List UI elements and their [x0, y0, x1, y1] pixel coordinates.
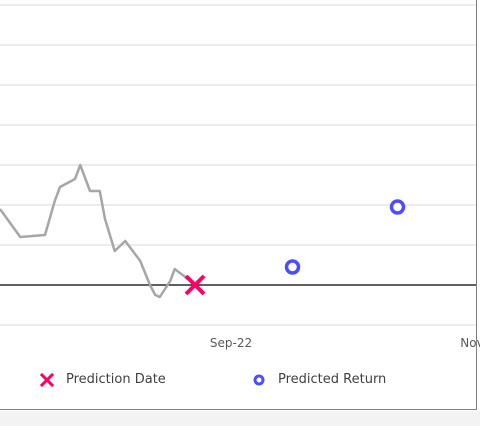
- marker-layer: [184, 199, 406, 296]
- series-layer: [0, 163, 196, 299]
- legend: Prediction Date Predicted Return: [0, 372, 480, 392]
- predicted-return-point: [389, 199, 406, 215]
- x-tick-label: Nov: [460, 336, 480, 350]
- gridlines: [0, 4, 476, 326]
- legend-label-prediction-date: Prediction Date: [66, 372, 166, 387]
- x-tick-labels: Sep-22 Nov: [210, 336, 480, 350]
- x-marker-icon: [40, 372, 54, 387]
- bottom-strip: [0, 411, 480, 426]
- legend-item-predicted-return: Predicted Return: [252, 372, 386, 387]
- price-series-line: [0, 163, 196, 299]
- legend-label-predicted-return: Predicted Return: [278, 372, 387, 387]
- x-tick-label: Sep-22: [210, 336, 252, 350]
- line-chart: Sep-22 Nov: [0, 4, 480, 350]
- predicted-return-point: [284, 259, 301, 275]
- prediction-date-marker: [184, 274, 206, 296]
- legend-item-prediction-date: Prediction Date: [40, 372, 166, 387]
- circle-marker-icon: [253, 374, 265, 385]
